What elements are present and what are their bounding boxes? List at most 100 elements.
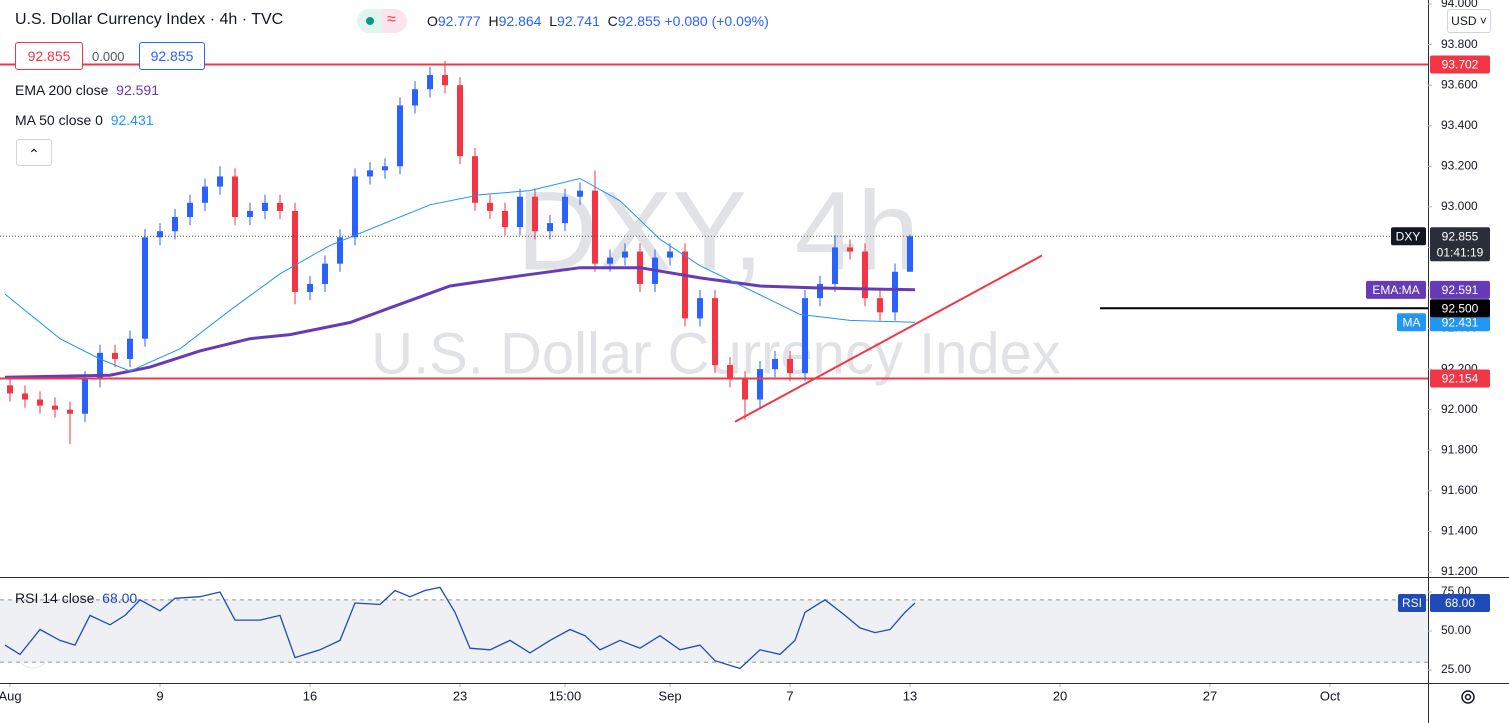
ohlc-key: O (427, 13, 438, 29)
series-label: EMA:MA (1372, 283, 1419, 297)
x-tick-label: 13 (903, 688, 917, 703)
candle-body (352, 176, 358, 238)
legend-name: RSI 14 close (15, 590, 95, 606)
series-value-bg (1430, 280, 1490, 299)
candle-body (307, 283, 313, 293)
ohlc-value: 92.741 (557, 13, 600, 29)
candle-body (502, 210, 508, 228)
candle-body (802, 298, 808, 374)
candle-body (547, 223, 553, 232)
candle-body (727, 365, 733, 380)
symbol-badge: DXY (1396, 229, 1421, 243)
level-label-bg (1430, 299, 1490, 318)
x-tick-label: 23 (453, 688, 467, 703)
series-label: MA (1403, 315, 1421, 329)
sell-button[interactable]: 92.855 (15, 42, 83, 70)
candle-body (217, 176, 223, 187)
candle-body (427, 75, 433, 90)
candle-body (277, 202, 283, 211)
candle-body (67, 409, 73, 414)
candle-body (97, 352, 103, 380)
ema-legend[interactable]: EMA 200 close 92.591 (15, 82, 159, 98)
series-value-bg (1430, 313, 1490, 332)
y-tick-label: 93.000 (1441, 199, 1478, 213)
gear-hub (1464, 693, 1472, 701)
indicator-line (4, 266, 916, 379)
candle-body (562, 196, 568, 224)
candle-body (232, 176, 238, 218)
candle-body (37, 399, 43, 406)
y-tick-label: 92.000 (1441, 402, 1478, 416)
candle-body (187, 202, 193, 218)
y-tick-label: 93.400 (1441, 118, 1478, 132)
candle-body (142, 237, 148, 339)
level-label-bg (1430, 55, 1490, 74)
candle-body (697, 298, 703, 319)
last-price: 92.855 (1442, 229, 1479, 243)
candle-body (667, 251, 673, 258)
x-tick-label: Oct (1320, 688, 1341, 703)
candle-body (322, 263, 328, 284)
candle-body (7, 385, 13, 394)
candle-body (862, 251, 868, 299)
candle-body (52, 405, 58, 410)
rsi-band (0, 599, 1428, 663)
candle-body (127, 338, 133, 359)
ma-legend[interactable]: MA 50 close 0 92.431 (15, 112, 154, 128)
y-tick-label: 94.000 (1441, 0, 1478, 10)
currency-select[interactable]: USD ˅ (1447, 9, 1491, 33)
legend-name: MA 50 close 0 (15, 112, 103, 128)
candle-body (787, 358, 793, 374)
x-tick-label: 16 (303, 688, 317, 703)
candle-body (517, 196, 523, 228)
rsi-badge: RSI (1402, 596, 1422, 610)
legend-name: EMA 200 close (15, 82, 109, 98)
buy-button[interactable]: 92.855 (139, 42, 205, 70)
ohlc-value: 92.777 (437, 13, 481, 29)
symbol-title[interactable]: U.S. Dollar Currency Index · 4h · TVC (15, 11, 284, 28)
candle-body (712, 298, 718, 366)
candle-body (742, 379, 748, 400)
collapse-button[interactable]: ⌃ (16, 139, 52, 166)
candle-body (772, 358, 778, 370)
candle-body (262, 202, 268, 211)
x-tick-label: 27 (1203, 688, 1217, 703)
ohlc-value: 92.855 (617, 13, 661, 29)
ohlc-key: L (549, 13, 558, 29)
candle-body (577, 190, 583, 197)
x-tick-label: 7 (786, 688, 793, 703)
candle-body (172, 217, 178, 232)
status-dot (366, 17, 374, 25)
y-tick-label: 91.200 (1441, 564, 1478, 578)
y-tick-label: 91.400 (1441, 524, 1478, 538)
ohlc-key: C (607, 13, 618, 29)
y-tick-label: 91.600 (1441, 483, 1478, 497)
rsi-legend[interactable]: RSI 14 close 68.00 (15, 590, 137, 606)
candle-body (367, 170, 373, 177)
watermark-symbol: DXY, 4h (517, 169, 920, 294)
candle-body (892, 271, 898, 313)
x-tick-label: 20 (1053, 688, 1067, 703)
settings-icon[interactable] (1461, 690, 1475, 704)
series-value: 92.591 (1442, 283, 1479, 297)
gear-ring (1461, 690, 1475, 704)
level-label: 92.154 (1442, 372, 1479, 386)
candle-body (382, 166, 388, 171)
candle-body (907, 236, 913, 272)
candle-body (682, 251, 688, 319)
rsi-line (4, 586, 916, 670)
symbol-badge-bg (1391, 227, 1426, 246)
status-pill[interactable]: ≈ (357, 9, 407, 33)
candle-body (157, 231, 163, 238)
candle-body (607, 257, 613, 264)
y-tick-label: 91.800 (1441, 442, 1478, 456)
x-tick-label: Aug (0, 688, 22, 703)
candle-body (817, 283, 823, 299)
rsi-value: 68.00 (1445, 596, 1475, 610)
candle-body (847, 247, 853, 252)
candle-body (112, 352, 118, 359)
candle-body (22, 393, 28, 400)
legend-value: 92.431 (110, 112, 154, 128)
ohlc-value: 92.864 (498, 13, 542, 29)
